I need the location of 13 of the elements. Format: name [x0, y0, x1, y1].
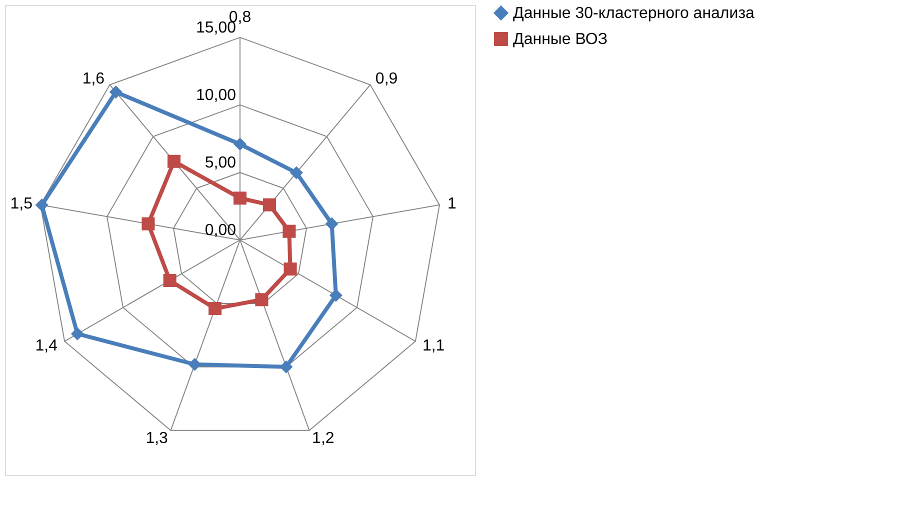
y-tick-label: 10,00 [196, 86, 236, 104]
y-tick-label: 0,00 [204, 222, 236, 239]
spoke-label: 1,6 [82, 70, 105, 88]
legend-label: Данные ВОЗ [513, 31, 608, 48]
spoke-label: 1,3 [146, 430, 168, 447]
y-tick-label: 5,00 [204, 154, 236, 172]
spoke-label: 1,1 [422, 337, 445, 354]
spoke-label: 1,5 [10, 195, 33, 212]
spoke-label: 1 [447, 195, 456, 212]
spoke-label: 0,9 [375, 70, 398, 88]
spoke-label: 1,4 [35, 337, 58, 354]
legend-label: Данные 30-кластерного анализа [513, 5, 755, 22]
spoke-label: 1,2 [312, 430, 334, 447]
